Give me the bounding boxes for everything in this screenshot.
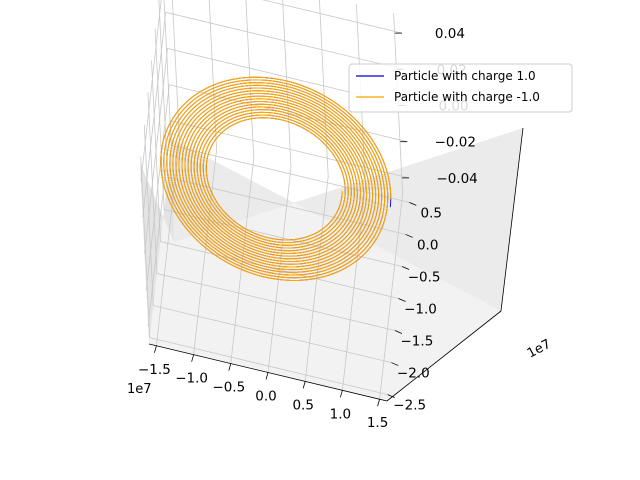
- legend-box: [348, 63, 573, 113]
- y-tick-label: 0.0: [417, 237, 438, 253]
- z-tick-label: 0.04: [435, 26, 465, 42]
- y-tick-mark: [398, 298, 406, 302]
- left-pane: [140, 139, 174, 344]
- x-tick-label: 0.5: [292, 397, 313, 413]
- y-tick-mark: [405, 234, 413, 238]
- x-tick-mark: [302, 381, 306, 389]
- y-tick-label: −1.5: [401, 334, 434, 350]
- x-grid-line: [267, 0, 292, 373]
- x-tick-mark: [154, 345, 157, 353]
- y-tick-mark: [394, 330, 403, 334]
- x-axis-ticks: −1.5−1.0−0.5 0.0 0.5 1.0 1.5: [138, 345, 388, 431]
- trace-charge-negative: [160, 76, 392, 282]
- y-tick-label: −0.5: [408, 270, 441, 286]
- x-tick-mark: [377, 399, 380, 407]
- x-tick-mark: [339, 390, 343, 398]
- legend: Particle with charge 1.0 Particle with c…: [348, 63, 573, 113]
- y-axis-ticks: −2.5 −2.0 −1.5 −1.0 −0.5 0.0 0.5: [387, 202, 442, 414]
- y-tick-label: −2.5: [393, 398, 426, 414]
- y-grid-line: [154, 28, 403, 267]
- y-grid-line: [140, 156, 388, 395]
- x-grid-line: [304, 0, 329, 382]
- legend-label-charge-negative: Particle with charge -1.0: [394, 90, 540, 104]
- x-tick-label: 1.0: [330, 406, 351, 422]
- z-grid-line: [142, 11, 404, 218]
- y-tick-label: −1.0: [404, 302, 437, 318]
- x-grid-line: [230, 0, 255, 364]
- y-tick-mark: [387, 394, 395, 398]
- y-grid-line: [151, 60, 399, 299]
- z-tick-label: −0.04: [436, 171, 477, 187]
- y-axis-line: [386, 310, 502, 402]
- z-grid-line: [140, 0, 402, 182]
- x-tick-label: 1.5: [367, 415, 388, 431]
- plot-traces: [160, 76, 392, 282]
- z-grid-line: [144, 48, 406, 254]
- y-tick-label: −2.0: [397, 366, 430, 382]
- x-tick-label: −1.0: [175, 371, 208, 387]
- y-grid-line: [147, 92, 395, 331]
- legend-label-charge-positive: Particle with charge 1.0: [394, 69, 536, 83]
- grid-lines: [140, 0, 410, 400]
- y-grid-line: [143, 124, 392, 363]
- x-offset-label: 1e7: [127, 382, 152, 397]
- x-tick-mark: [228, 363, 232, 371]
- x-tick-label: −0.5: [212, 380, 245, 396]
- z-tick-label: −0.02: [435, 135, 476, 151]
- x-grid-line: [193, 0, 218, 355]
- x-tick-label: 0.0: [255, 389, 276, 405]
- y-tick-label: 0.5: [421, 205, 442, 221]
- y-tick-mark: [391, 362, 399, 366]
- x-tick-mark: [265, 372, 269, 380]
- x-tick-mark: [191, 354, 195, 362]
- x-tick-label: −1.5: [138, 362, 171, 378]
- z-axis-line: [500, 127, 524, 312]
- y-tick-mark: [409, 202, 417, 206]
- y-tick-mark: [401, 266, 410, 270]
